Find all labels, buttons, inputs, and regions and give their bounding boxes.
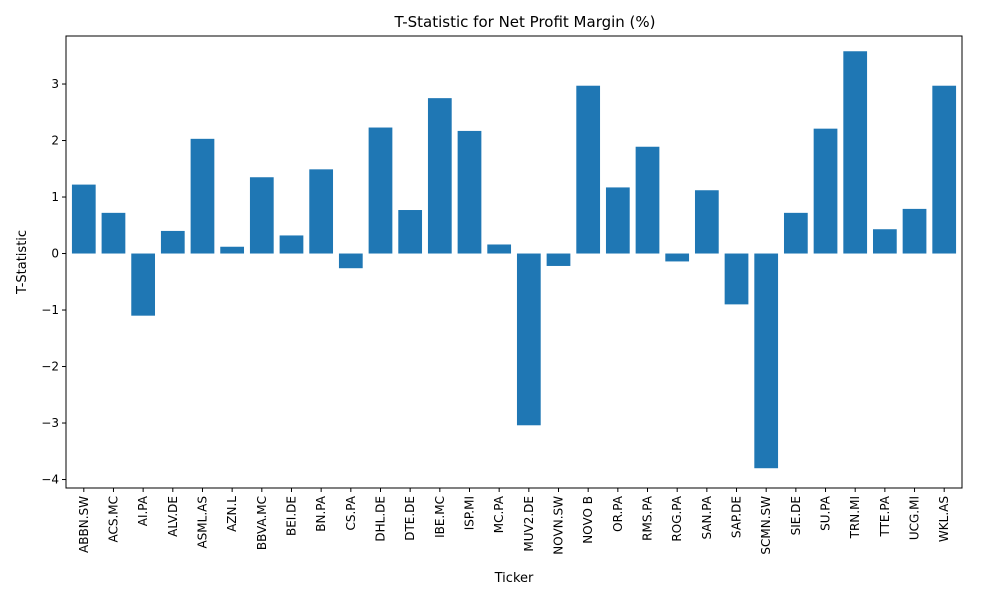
y-tick-label: 1 bbox=[51, 190, 59, 204]
x-tick-label: AZN.L bbox=[225, 496, 239, 532]
bar bbox=[457, 130, 482, 254]
y-tick-label: −3 bbox=[41, 416, 59, 430]
y-axis: −4 −3 −2 −1 0 1 2 3 bbox=[41, 77, 66, 487]
bar bbox=[427, 98, 452, 254]
bar bbox=[131, 253, 156, 316]
x-tick-label: BEI.DE bbox=[284, 496, 298, 536]
bar bbox=[605, 187, 630, 254]
x-tick-label: TRN.MI bbox=[848, 496, 862, 539]
y-axis-label: T-Statistic bbox=[15, 230, 30, 295]
bar bbox=[309, 169, 334, 254]
x-tick-label: BBVA.MC bbox=[255, 496, 269, 550]
x-tick-label: OR.PA bbox=[611, 495, 625, 532]
bar bbox=[635, 146, 660, 254]
bar bbox=[694, 190, 719, 254]
x-tick-label: CS.PA bbox=[344, 495, 358, 530]
bar bbox=[516, 253, 541, 426]
bar bbox=[398, 210, 423, 254]
x-tick-label: UCG.MI bbox=[908, 496, 922, 540]
x-axis-label: Ticker bbox=[494, 571, 534, 586]
bar bbox=[843, 51, 868, 254]
y-tick-label: 0 bbox=[51, 247, 59, 261]
x-tick-label: ASML.AS bbox=[195, 496, 209, 549]
x-tick-label: MUV2.DE bbox=[522, 496, 536, 552]
x-tick-label: SAN.PA bbox=[700, 495, 714, 539]
x-tick-label: ALV.DE bbox=[166, 496, 180, 537]
y-tick-label: −1 bbox=[41, 303, 59, 317]
y-tick-label: −2 bbox=[41, 360, 59, 374]
x-tick-label: TTE.PA bbox=[878, 495, 892, 537]
x-tick-label: AI.PA bbox=[136, 495, 150, 526]
bar bbox=[902, 208, 927, 254]
bar bbox=[160, 230, 185, 254]
bar bbox=[71, 184, 96, 254]
x-tick-label: RMS.PA bbox=[641, 495, 655, 541]
plot-frame bbox=[65, 35, 963, 489]
bar bbox=[754, 253, 779, 469]
x-tick-label: SU.PA bbox=[819, 495, 833, 531]
x-tick-label: SAP.DE bbox=[730, 496, 744, 538]
x-tick-label: BN.PA bbox=[314, 495, 328, 531]
x-tick-label: DTE.DE bbox=[403, 496, 417, 541]
bar bbox=[665, 253, 690, 262]
bar bbox=[932, 85, 957, 254]
bar bbox=[368, 127, 393, 254]
bar bbox=[813, 128, 838, 254]
x-tick-label: SCMN.SW bbox=[759, 496, 773, 555]
x-tick-label: SIE.DE bbox=[789, 496, 803, 535]
x-tick-label: MC.PA bbox=[492, 495, 506, 533]
x-axis: ABBN.SW ACS.MC AI.PA ALV.DE ASML.AS AZN.L BBVA… bbox=[77, 488, 951, 555]
x-tick-label: ABBN.SW bbox=[77, 496, 91, 553]
x-tick-label: NOVN.SW bbox=[552, 496, 566, 555]
bar bbox=[487, 244, 512, 254]
bar bbox=[249, 177, 274, 254]
x-tick-label: DHL.DE bbox=[373, 496, 387, 542]
bar bbox=[190, 138, 215, 254]
x-tick-label: IBE.MC bbox=[433, 496, 447, 538]
x-tick-label: NOVO B bbox=[581, 496, 595, 544]
bar bbox=[576, 85, 601, 254]
bar bbox=[279, 235, 304, 254]
x-tick-label: ACS.MC bbox=[106, 496, 120, 543]
bar bbox=[724, 253, 749, 305]
x-tick-label: ROG.PA bbox=[670, 495, 684, 541]
y-tick-label: −4 bbox=[41, 473, 59, 487]
bar bbox=[783, 212, 808, 254]
bar bbox=[546, 253, 571, 266]
plot-area: −4 −3 −2 −1 0 1 2 3 ABBN.SW ACS.MC AI.PA ALV.DE ASM… bbox=[41, 35, 963, 555]
chart-title: T-Statistic for Net Profit Margin (%) bbox=[393, 13, 655, 31]
x-tick-label: ISP.MI bbox=[462, 496, 476, 530]
bar bbox=[101, 212, 126, 254]
bars-group bbox=[71, 51, 957, 469]
y-tick-label: 2 bbox=[51, 134, 59, 148]
x-tick-label: WKL.AS bbox=[937, 496, 951, 542]
bar bbox=[338, 253, 363, 269]
bar bbox=[872, 229, 897, 254]
bar bbox=[220, 246, 245, 254]
y-tick-label: 3 bbox=[51, 77, 59, 91]
